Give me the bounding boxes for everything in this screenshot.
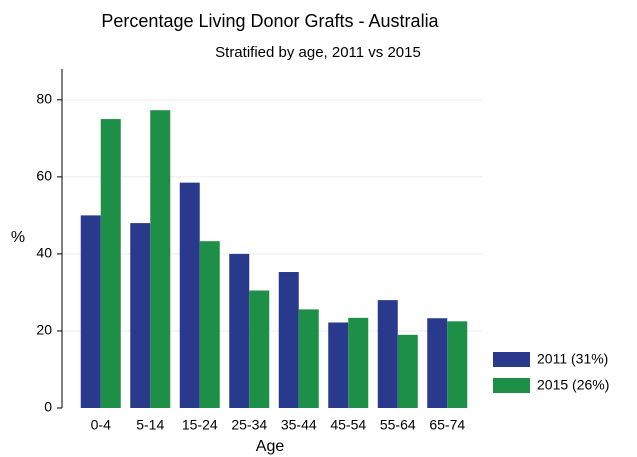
y-tick-label: 20 [36, 322, 52, 338]
legend-label: 2015 (26%) [537, 377, 609, 393]
x-tick-label: 25-34 [231, 417, 267, 433]
bar [249, 290, 270, 408]
bar [377, 300, 398, 408]
legend-label: 2011 (31%) [537, 351, 608, 367]
y-tick-label: 0 [44, 399, 52, 415]
y-axis-label: % [11, 229, 25, 246]
x-tick-label: 15-24 [182, 417, 218, 433]
bar [199, 241, 220, 408]
bar [397, 334, 418, 408]
y-tick-label: 40 [36, 245, 52, 261]
bar [447, 321, 468, 408]
y-tick-label: 80 [36, 91, 52, 107]
bar [179, 182, 200, 408]
bar [229, 253, 250, 408]
x-tick-label: 65-74 [429, 417, 465, 433]
bar [278, 272, 299, 408]
legend-swatch [493, 352, 530, 367]
chart-title: Percentage Living Donor Grafts - Austral… [101, 11, 439, 31]
bar [80, 215, 101, 408]
bar [427, 318, 448, 408]
x-tick-label: 5-14 [136, 417, 164, 433]
bar [328, 322, 349, 408]
bar [298, 309, 319, 408]
bar [150, 110, 171, 409]
bar [130, 223, 151, 408]
x-tick-label: 45-54 [330, 417, 366, 433]
y-tick-label: 60 [36, 168, 52, 184]
legend-swatch [493, 378, 530, 393]
x-axis-label: Age [256, 438, 285, 455]
bar [348, 317, 369, 408]
bar [100, 119, 121, 409]
x-tick-label: 55-64 [380, 417, 416, 433]
x-tick-label: 0-4 [91, 417, 111, 433]
chart-subtitle: Stratified by age, 2011 vs 2015 [215, 44, 421, 61]
x-tick-label: 35-44 [281, 417, 317, 433]
